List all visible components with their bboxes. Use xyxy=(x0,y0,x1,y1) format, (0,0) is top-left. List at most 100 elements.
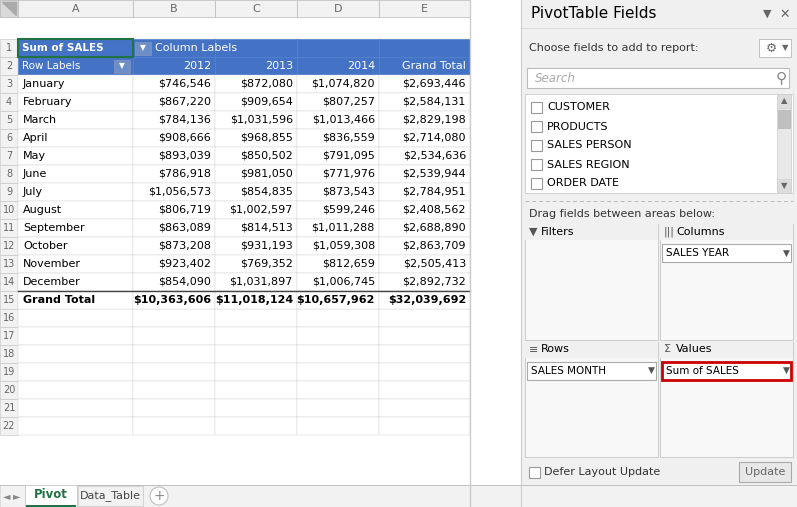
Bar xyxy=(379,93,470,111)
Bar xyxy=(18,381,133,399)
Bar xyxy=(133,93,215,111)
Bar xyxy=(379,399,470,417)
Bar xyxy=(18,363,133,381)
Bar xyxy=(379,345,470,363)
Bar xyxy=(379,327,470,345)
Text: PivotTable Fields: PivotTable Fields xyxy=(531,7,657,21)
Bar xyxy=(133,147,215,165)
Text: ▼: ▼ xyxy=(782,44,788,53)
Bar xyxy=(297,111,379,129)
Bar xyxy=(531,102,542,113)
Bar xyxy=(0,93,18,111)
Text: June: June xyxy=(23,169,47,179)
Bar xyxy=(133,237,215,255)
Text: 20: 20 xyxy=(3,385,15,395)
Bar xyxy=(18,201,133,219)
Text: $812,659: $812,659 xyxy=(322,259,375,269)
Text: Update: Update xyxy=(745,467,785,477)
Bar xyxy=(379,291,470,309)
Bar xyxy=(133,417,215,435)
Bar xyxy=(297,255,379,273)
Bar xyxy=(133,129,215,147)
Bar xyxy=(215,201,297,219)
Text: $867,220: $867,220 xyxy=(158,97,211,107)
Text: $11,018,124: $11,018,124 xyxy=(214,295,293,305)
Text: C: C xyxy=(252,4,260,14)
Bar xyxy=(133,147,215,165)
Bar xyxy=(215,39,297,57)
Bar xyxy=(215,291,297,309)
Bar xyxy=(133,273,215,291)
Bar xyxy=(297,273,379,291)
Bar xyxy=(379,417,470,435)
Text: Drag fields between areas below:: Drag fields between areas below: xyxy=(529,209,715,219)
Text: Search: Search xyxy=(535,71,576,85)
Bar xyxy=(379,0,470,17)
Bar xyxy=(26,504,76,507)
Bar xyxy=(297,201,379,219)
Bar xyxy=(379,147,470,165)
Text: 13: 13 xyxy=(3,259,15,269)
Text: $786,918: $786,918 xyxy=(158,169,211,179)
Bar xyxy=(379,309,470,327)
Bar xyxy=(215,57,297,75)
Text: 2: 2 xyxy=(6,61,12,71)
Text: $923,402: $923,402 xyxy=(158,259,211,269)
Text: Σ: Σ xyxy=(664,344,671,354)
Bar xyxy=(379,363,470,381)
Bar xyxy=(215,381,297,399)
Bar xyxy=(297,291,379,309)
Bar xyxy=(297,57,379,75)
Bar xyxy=(379,219,470,237)
Bar xyxy=(18,291,133,309)
Text: 22: 22 xyxy=(2,421,15,431)
Text: |||: ||| xyxy=(664,227,675,237)
Text: $1,013,466: $1,013,466 xyxy=(312,115,375,125)
Text: PRODUCTS: PRODUCTS xyxy=(547,122,608,131)
Text: 9: 9 xyxy=(6,187,12,197)
Bar xyxy=(525,224,658,240)
Bar xyxy=(18,417,133,435)
Bar xyxy=(133,345,215,363)
Text: $863,089: $863,089 xyxy=(158,223,211,233)
Text: $1,031,596: $1,031,596 xyxy=(230,115,293,125)
Bar xyxy=(18,327,133,345)
Bar xyxy=(215,237,297,255)
Text: SALES PERSON: SALES PERSON xyxy=(547,140,632,151)
Bar xyxy=(660,224,793,340)
Bar xyxy=(18,93,133,111)
Text: $836,559: $836,559 xyxy=(322,133,375,143)
Bar xyxy=(0,237,18,255)
Bar xyxy=(379,129,470,147)
Text: $599,246: $599,246 xyxy=(322,205,375,215)
Bar xyxy=(215,183,297,201)
Bar xyxy=(297,183,379,201)
Bar xyxy=(531,121,542,132)
Text: ▼: ▼ xyxy=(529,227,537,237)
Bar xyxy=(133,183,215,201)
Bar xyxy=(527,68,789,88)
Bar xyxy=(297,273,379,291)
Bar xyxy=(133,93,215,111)
Bar xyxy=(379,165,470,183)
Bar xyxy=(133,129,215,147)
Bar xyxy=(379,291,470,309)
Bar xyxy=(0,345,18,363)
Text: ▲: ▲ xyxy=(781,96,787,105)
Bar xyxy=(133,237,215,255)
Bar xyxy=(0,255,18,273)
Bar xyxy=(18,111,133,129)
Text: Data_Table: Data_Table xyxy=(80,491,141,501)
Text: $981,050: $981,050 xyxy=(240,169,293,179)
Bar xyxy=(133,255,215,273)
Text: $1,056,573: $1,056,573 xyxy=(148,187,211,197)
Text: 14: 14 xyxy=(3,277,15,287)
Bar xyxy=(297,201,379,219)
Bar xyxy=(133,201,215,219)
Text: $746,546: $746,546 xyxy=(158,79,211,89)
Bar xyxy=(379,183,470,201)
Bar xyxy=(0,201,18,219)
Text: $854,090: $854,090 xyxy=(158,277,211,287)
Text: 21: 21 xyxy=(3,403,15,413)
Bar xyxy=(215,129,297,147)
